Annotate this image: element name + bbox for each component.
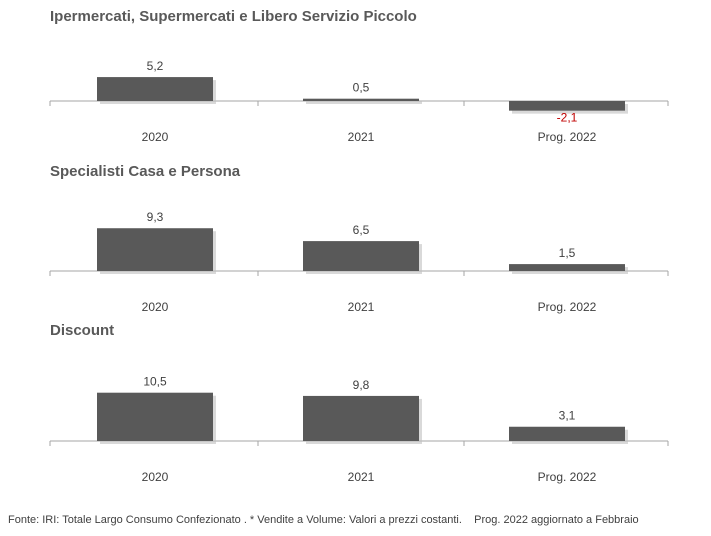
- chart-title: Ipermercati, Supermercati e Libero Servi…: [50, 8, 417, 25]
- x-tick-label: 2021: [348, 130, 375, 144]
- bar-chart: 10,5 2020 9,8 2021 3,1 Prog. 2022: [49, 375, 669, 484]
- data-label: -2,1: [557, 111, 578, 125]
- x-tick-label: Prog. 2022: [538, 130, 597, 144]
- bar: [509, 264, 625, 271]
- x-tick-label: 2020: [142, 130, 169, 144]
- bar: [509, 101, 625, 111]
- bar: [509, 426, 625, 441]
- bar: [303, 395, 419, 441]
- bar: [303, 241, 419, 271]
- data-label: 9,3: [147, 210, 164, 224]
- bar-chart: 9,3 2020 6,5 2021 1,5 Prog. 2022: [49, 210, 669, 314]
- x-tick-label: Prog. 2022: [538, 470, 597, 484]
- bar: [97, 228, 213, 271]
- chart-panel-2: Specialisti Casa e Persona 9,3 2020 6,5 202…: [0, 163, 711, 318]
- chart-title: Specialisti Casa e Persona: [50, 163, 241, 180]
- bar: [97, 392, 213, 441]
- x-tick-label: 2021: [348, 300, 375, 314]
- bar: [303, 98, 419, 101]
- chart-panel-1: Ipermercati, Supermercati e Libero Servi…: [0, 8, 711, 148]
- chart-panel-3: Discount 10,5 2020 9,8 2021 3,1 Prog. 2022: [0, 322, 711, 492]
- x-tick-label: 2020: [142, 300, 169, 314]
- source-note: Fonte: IRI: Totale Largo Consumo Confezi…: [8, 514, 639, 526]
- x-tick-label: 2021: [348, 470, 375, 484]
- x-tick-label: 2020: [142, 470, 169, 484]
- data-label: 9,8: [353, 378, 370, 392]
- data-label: 6,5: [353, 223, 370, 237]
- bar: [97, 77, 213, 101]
- x-tick-label: Prog. 2022: [538, 300, 597, 314]
- data-label: 1,5: [559, 246, 576, 260]
- data-label: 5,2: [147, 59, 164, 73]
- bar-shadow: [306, 101, 422, 104]
- data-label: 0,5: [353, 81, 370, 95]
- chart-title: Discount: [50, 322, 115, 339]
- data-label: 3,1: [559, 409, 576, 423]
- bar-chart: 5,2 2020 0,5 2021 -2,1 Prog. 2022: [49, 59, 669, 144]
- data-label: 10,5: [143, 375, 167, 389]
